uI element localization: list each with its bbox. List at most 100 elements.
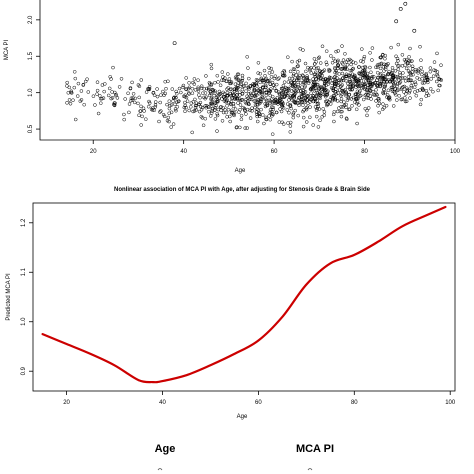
scatter-point bbox=[350, 83, 355, 87]
scatter-point bbox=[261, 78, 265, 83]
scatter-point bbox=[316, 125, 321, 129]
scatter-point bbox=[286, 80, 291, 84]
scatter-point bbox=[224, 98, 229, 103]
scatter-point bbox=[341, 90, 345, 94]
scatter-point bbox=[101, 96, 106, 100]
scatter-point bbox=[347, 93, 351, 97]
scatter-point bbox=[340, 44, 344, 48]
scatter-point bbox=[312, 89, 317, 93]
scatter-point bbox=[335, 99, 340, 103]
scatter-point bbox=[407, 55, 411, 59]
scatter-point bbox=[173, 107, 178, 111]
scatter-point bbox=[368, 82, 373, 87]
scatter-point bbox=[206, 105, 211, 110]
scatter-point bbox=[362, 54, 367, 59]
scatter-point bbox=[274, 88, 279, 93]
scatter-point bbox=[317, 93, 321, 97]
scatter-point bbox=[260, 85, 265, 90]
scatter-point bbox=[73, 76, 78, 81]
scatter-point bbox=[244, 97, 248, 102]
scatter-point bbox=[272, 76, 277, 81]
scatter-point bbox=[310, 87, 315, 91]
scatter-point bbox=[317, 87, 321, 91]
scatter-point bbox=[282, 73, 287, 78]
scatter-point bbox=[187, 92, 191, 96]
scatter-point bbox=[150, 108, 155, 112]
scatter-point bbox=[421, 88, 425, 92]
scatter-point bbox=[169, 125, 173, 129]
scatter-point bbox=[298, 89, 303, 93]
scatter-point bbox=[410, 66, 415, 71]
scatter-point bbox=[287, 76, 292, 81]
scatter-x-tick-label: 80 bbox=[361, 149, 368, 155]
scatter-point bbox=[214, 99, 219, 104]
scatter-x-tick-label: 40 bbox=[180, 149, 187, 155]
scatter-point bbox=[255, 114, 259, 119]
scatter-point bbox=[203, 116, 208, 121]
scatter-point bbox=[273, 74, 278, 78]
scatter-point bbox=[175, 100, 179, 104]
scatter-point bbox=[356, 84, 361, 89]
scatter-point bbox=[209, 66, 214, 71]
scatter-point bbox=[296, 113, 300, 118]
scatter-point bbox=[355, 101, 359, 106]
scatter-point bbox=[206, 86, 211, 90]
scatter-point bbox=[404, 57, 409, 62]
scatter-point bbox=[410, 64, 415, 69]
scatter-point bbox=[112, 101, 117, 105]
line-x-axis: 20 40 60 80 100 bbox=[63, 391, 456, 406]
scatter-point bbox=[278, 98, 282, 102]
scatter-point bbox=[313, 96, 317, 100]
scatter-point bbox=[276, 102, 280, 106]
scatter-point bbox=[240, 97, 245, 102]
scatter-point bbox=[395, 56, 400, 61]
scatter-point bbox=[299, 100, 304, 104]
scatter-point bbox=[382, 105, 386, 110]
scatter-point bbox=[253, 105, 257, 110]
scatter-point bbox=[254, 81, 259, 85]
scatter-point bbox=[250, 84, 255, 89]
scatter-point bbox=[229, 80, 234, 84]
scatter-point bbox=[337, 106, 341, 110]
scatter-point bbox=[347, 107, 352, 111]
scatter-point bbox=[331, 88, 336, 92]
scatter-point bbox=[308, 115, 312, 120]
scatter-point bbox=[163, 79, 167, 84]
scatter-point bbox=[162, 93, 166, 98]
scatter-point bbox=[368, 65, 372, 70]
scatter-point bbox=[158, 110, 162, 114]
scatter-y-tick-label: 2.0 bbox=[28, 15, 34, 24]
scatter-point bbox=[127, 110, 131, 115]
scatter-point bbox=[204, 105, 208, 110]
scatter-point bbox=[339, 97, 344, 101]
scatter-x-tick-label: 20 bbox=[90, 149, 97, 155]
scatter-x-tick-label: 100 bbox=[450, 149, 461, 155]
scatter-point bbox=[277, 76, 281, 80]
scatter-point bbox=[407, 90, 412, 95]
scatter-point bbox=[402, 84, 407, 89]
scatter-point bbox=[290, 77, 295, 81]
scatter-point bbox=[398, 76, 403, 80]
scatter-point bbox=[86, 90, 91, 94]
scatter-point bbox=[308, 68, 312, 73]
scatter-point bbox=[184, 87, 188, 91]
scatter-point bbox=[390, 66, 395, 70]
scatter-point bbox=[255, 102, 259, 107]
scatter-point bbox=[213, 105, 218, 110]
scatter-point bbox=[404, 66, 409, 71]
scatter-point bbox=[122, 117, 126, 122]
scatter-point bbox=[241, 105, 245, 110]
scatter-point bbox=[159, 93, 163, 97]
scatter-point bbox=[127, 102, 132, 106]
scatter-point bbox=[76, 81, 81, 86]
scatter-point bbox=[417, 67, 421, 72]
scatter-point bbox=[424, 78, 428, 83]
scatter-point bbox=[326, 82, 331, 86]
scatter-point bbox=[226, 72, 230, 76]
scatter-point bbox=[397, 94, 401, 98]
scatter-point bbox=[341, 76, 345, 80]
line-y-tick-label: 0.9 bbox=[21, 366, 27, 375]
scatter-point bbox=[341, 78, 346, 83]
scatter-point bbox=[253, 99, 258, 103]
scatter-point bbox=[75, 94, 80, 98]
